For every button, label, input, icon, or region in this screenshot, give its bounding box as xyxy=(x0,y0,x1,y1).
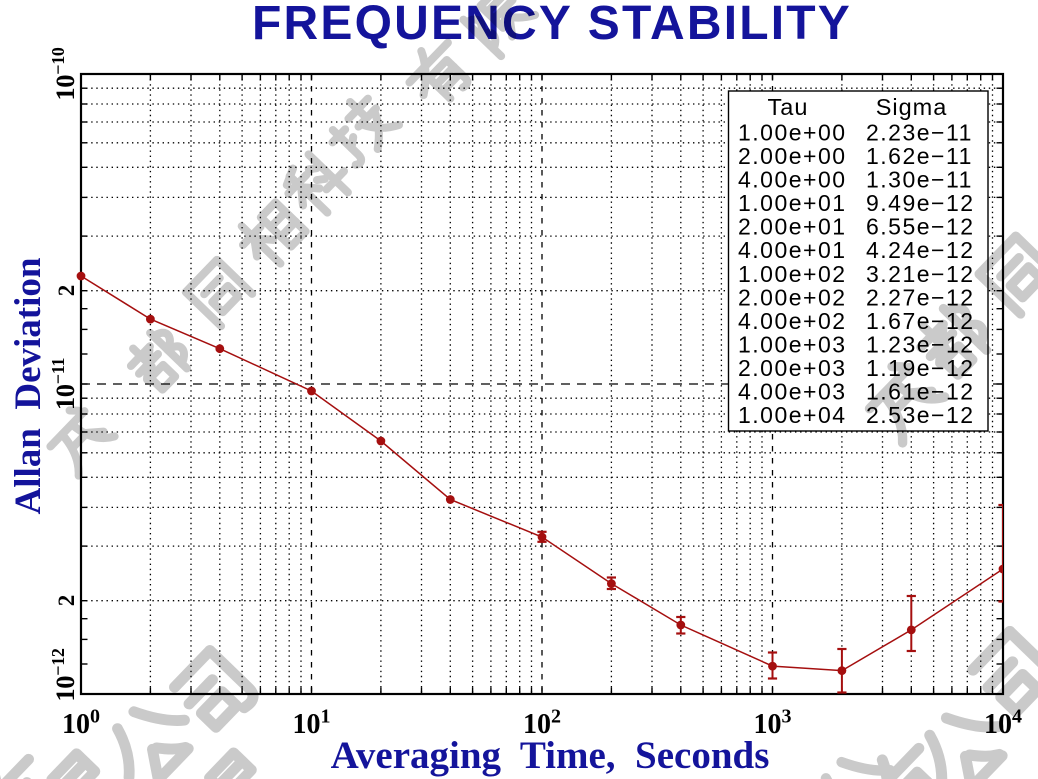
svg-text:1.00e+04: 1.00e+04 xyxy=(738,402,847,428)
svg-text:4.00e+03: 4.00e+03 xyxy=(738,379,847,405)
svg-text:1.00e+02: 1.00e+02 xyxy=(738,261,847,287)
svg-text:2.53e−12: 2.53e−12 xyxy=(866,402,975,428)
svg-text:1.00e+00: 1.00e+00 xyxy=(738,120,847,146)
svg-text:10−10: 10−10 xyxy=(48,47,80,101)
svg-text:4.00e+01: 4.00e+01 xyxy=(738,237,847,263)
svg-text:Sigma: Sigma xyxy=(876,94,948,120)
svg-text:2: 2 xyxy=(54,285,79,296)
svg-text:2.23e−11: 2.23e−11 xyxy=(866,120,973,146)
svg-text:2.00e+03: 2.00e+03 xyxy=(738,355,847,381)
svg-text:1.62e−11: 1.62e−11 xyxy=(866,143,973,169)
svg-text:4.00e+02: 4.00e+02 xyxy=(738,308,847,334)
svg-text:100: 100 xyxy=(62,706,100,741)
svg-text:1.30e−11: 1.30e−11 xyxy=(866,167,973,193)
svg-text:4.24e−12: 4.24e−12 xyxy=(866,237,975,263)
svg-text:1.00e+03: 1.00e+03 xyxy=(738,332,847,358)
svg-text:4.00e+00: 4.00e+00 xyxy=(738,167,847,193)
svg-text:6.55e−12: 6.55e−12 xyxy=(866,214,975,240)
svg-text:3.21e−12: 3.21e−12 xyxy=(866,261,975,287)
svg-text:102: 102 xyxy=(523,706,561,741)
svg-text:2.00e+00: 2.00e+00 xyxy=(738,143,847,169)
svg-text:10−12: 10−12 xyxy=(48,648,80,702)
svg-text:9.49e−12: 9.49e−12 xyxy=(866,190,975,216)
svg-text:2.00e+02: 2.00e+02 xyxy=(738,284,847,310)
svg-text:2: 2 xyxy=(54,595,79,606)
svg-text:1.00e+01: 1.00e+01 xyxy=(738,190,847,216)
svg-text:103: 103 xyxy=(754,706,792,741)
svg-text:2.00e+01: 2.00e+01 xyxy=(738,214,847,240)
svg-text:Allan Deviation: Allan Deviation xyxy=(8,257,49,514)
svg-text:FREQUENCY STABILITY: FREQUENCY STABILITY xyxy=(252,0,852,50)
svg-text:101: 101 xyxy=(293,706,331,741)
svg-text:10−11: 10−11 xyxy=(48,358,80,411)
svg-text:Tau: Tau xyxy=(768,94,809,120)
svg-text:Averaging Time, Seconds: Averaging Time, Seconds xyxy=(331,734,770,777)
